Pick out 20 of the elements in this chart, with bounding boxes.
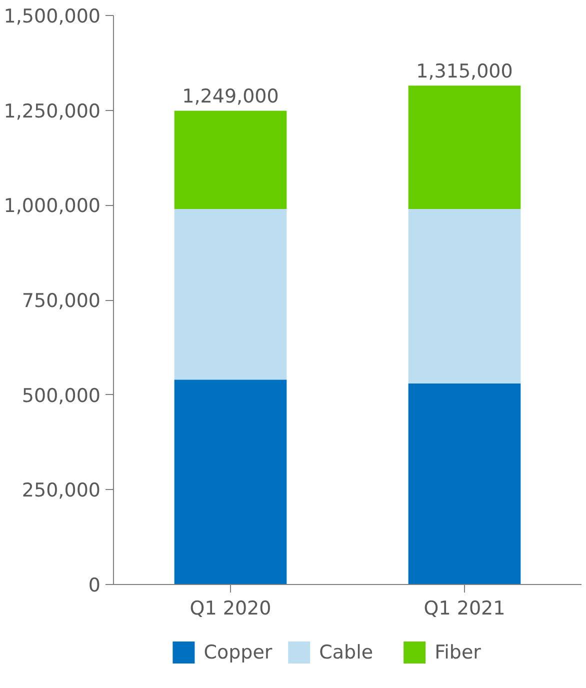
y-tick-label: 250,000 (22, 480, 101, 502)
legend-label: Copper (204, 642, 272, 664)
x-tick-label: Q1 2021 (424, 598, 506, 620)
total-label: 1,249,000 (182, 86, 279, 108)
y-tick-label: 750,000 (22, 290, 101, 312)
y-tick-label: 1,000,000 (4, 195, 101, 218)
bar (174, 208, 287, 380)
bar (408, 208, 521, 384)
legend-label: Cable (319, 642, 374, 664)
bar (408, 86, 521, 209)
x-tick-label: Q1 2020 (190, 598, 272, 620)
legend-label: Fiber (434, 642, 482, 664)
y-tick-label: 1,250,000 (4, 100, 101, 122)
bar (408, 383, 521, 584)
total-label: 1,315,000 (416, 60, 513, 83)
y-tick-label: 500,000 (22, 384, 101, 407)
y-tick-label: 1,500,000 (4, 6, 101, 28)
bar (174, 380, 287, 584)
bar (174, 110, 287, 209)
y-tick-label: 0 (88, 574, 101, 596)
